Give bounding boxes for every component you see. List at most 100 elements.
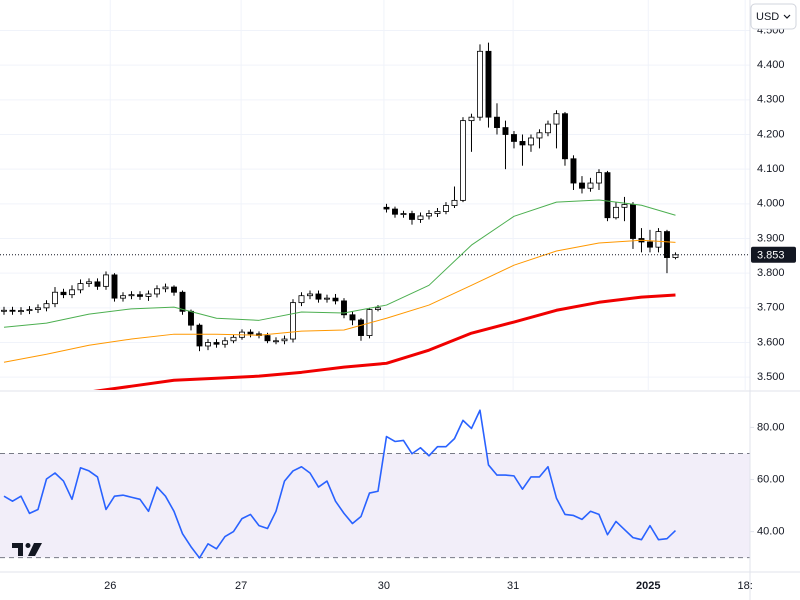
x-tick-label: 18: — [738, 580, 753, 592]
candle-body — [562, 113, 568, 160]
currency-label[interactable]: USD — [756, 11, 779, 23]
currency-button[interactable]: USD — [750, 3, 797, 30]
candle-body — [460, 120, 466, 201]
candle-body — [647, 241, 653, 248]
candle-body — [528, 137, 534, 146]
candle-body — [247, 331, 254, 335]
candle-body — [494, 116, 500, 128]
candle-body — [451, 199, 458, 206]
candle-body — [358, 319, 364, 336]
x-tick-label: 31 — [507, 580, 519, 592]
candle-body — [375, 307, 381, 310]
candle-body — [94, 281, 101, 287]
candle-body — [400, 213, 407, 215]
candle-body — [630, 204, 636, 239]
candle-body — [9, 309, 16, 312]
y-tick-label: 40.00 — [757, 526, 785, 538]
candle-body — [60, 291, 67, 296]
y-tick-label: 60.00 — [757, 473, 785, 485]
candle-body — [1, 309, 7, 312]
candle-body — [604, 172, 611, 219]
candle-body — [120, 295, 126, 299]
y-tick-label: 3.800 — [757, 267, 785, 279]
y-tick-label: 3.900 — [757, 232, 785, 244]
candle-body — [154, 288, 160, 295]
y-tick-label: 80.00 — [757, 421, 785, 433]
candle-body — [596, 172, 602, 184]
candle-body — [281, 338, 288, 342]
x-tick-label: 27 — [235, 580, 247, 592]
candle-body — [230, 336, 237, 342]
candle-body — [392, 208, 398, 215]
candle-body — [315, 293, 322, 300]
logo-part — [25, 543, 31, 548]
y-tick-label: 3.700 — [757, 302, 785, 314]
rsi-band-fill — [0, 453, 750, 558]
x-tick-label: 30 — [378, 580, 390, 592]
candle-body — [35, 307, 41, 310]
x-tick-label: 26 — [104, 580, 116, 592]
candle-body — [43, 303, 50, 309]
candle-body — [26, 309, 33, 312]
candle-body — [570, 158, 577, 184]
rsi-line — [3, 409, 677, 559]
candle-body — [536, 132, 543, 139]
candle-body — [290, 302, 296, 340]
candle-body — [434, 211, 441, 214]
chevron[interactable] — [783, 14, 791, 19]
candle-body — [383, 206, 390, 210]
candle-body — [171, 286, 177, 293]
candle-body — [162, 286, 169, 290]
candle-body — [477, 50, 483, 118]
candle-body — [18, 310, 24, 313]
last-price-label: 3.853 — [757, 250, 785, 262]
logo-part — [12, 543, 23, 556]
candle-body — [468, 116, 475, 122]
last-price-box — [751, 246, 796, 263]
candle-body — [103, 274, 109, 287]
moving-average-line — [93, 293, 676, 390]
candle-body — [205, 342, 211, 347]
candle-body — [409, 213, 415, 220]
candle-body — [179, 291, 186, 312]
currency-button-box[interactable] — [750, 3, 797, 30]
candle-body — [137, 294, 143, 297]
y-tick-label: 4.100 — [757, 163, 785, 175]
candle-body — [264, 335, 271, 342]
y-tick-label: 4.400 — [757, 59, 785, 71]
candle-body — [417, 215, 424, 220]
candle-body — [519, 141, 526, 146]
candle-body — [579, 182, 585, 189]
candle-body — [621, 204, 628, 208]
y-tick-label: 3.600 — [757, 336, 785, 348]
candle-body — [553, 113, 560, 125]
moving-average-line — [3, 239, 676, 363]
candle-body — [426, 213, 432, 217]
candle-body — [145, 293, 152, 297]
candle-body — [511, 134, 517, 142]
candle-body — [332, 297, 339, 302]
candle-body — [52, 291, 58, 305]
candle-body — [485, 50, 492, 118]
candle-body — [273, 340, 279, 343]
rsi-pane — [0, 409, 750, 559]
tradingview-logo — [12, 543, 42, 556]
candle-body — [298, 295, 305, 304]
candle-body — [655, 231, 662, 248]
x-tick-label: 2025 — [636, 580, 660, 592]
candle-body — [613, 206, 619, 219]
candle-body — [664, 231, 670, 258]
moving-average-line — [3, 199, 676, 328]
candle-body — [341, 300, 347, 316]
y-tick-label: 3.500 — [757, 371, 785, 383]
candle-body — [128, 294, 135, 297]
candle-body — [443, 205, 449, 212]
logo-part — [28, 543, 42, 556]
candle-body — [111, 274, 118, 299]
candle-body — [307, 293, 313, 297]
candle-body — [502, 127, 509, 135]
candle-body — [69, 289, 75, 296]
candle-body — [324, 297, 330, 300]
